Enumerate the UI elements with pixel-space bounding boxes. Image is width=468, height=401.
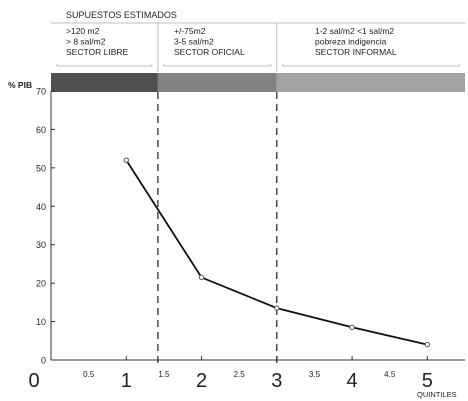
y-tick-label: 50 xyxy=(36,163,46,173)
x-tick-label-major: 3 xyxy=(271,370,282,392)
y-axis-label: % PIB xyxy=(8,80,32,90)
sector-label-line: pobreza indigencia xyxy=(315,37,387,47)
x-tick-label-major: 4 xyxy=(347,370,358,392)
header-title: SUPUESTOS ESTIMADOS xyxy=(66,10,177,20)
header-bracket-bottom xyxy=(282,64,460,67)
sector-band-segment xyxy=(276,73,465,92)
sector-label-line: > 8 sal/m2 xyxy=(66,37,106,47)
y-tick-label: 20 xyxy=(36,279,46,289)
header-layer: SUPUESTOS ESTIMADOS>120 m2> 8 sal/m2SECT… xyxy=(51,10,465,72)
series-layer xyxy=(123,157,431,348)
y-tick-label: 60 xyxy=(36,125,46,135)
header-bracket-bottom xyxy=(163,64,272,67)
y-tick-label: 40 xyxy=(36,202,46,212)
sector-band-segment xyxy=(51,73,158,92)
x-tick-label-minor: 3.5 xyxy=(309,370,321,379)
x-tick-label-minor: 0.5 xyxy=(83,370,95,379)
header-bracket-bottom xyxy=(56,64,153,67)
y-tick-label: 30 xyxy=(36,240,46,250)
y-tick-label: 70 xyxy=(36,87,46,97)
x-tick-label-minor: 2.5 xyxy=(234,370,246,379)
y-tick-label: 10 xyxy=(36,317,46,327)
data-point xyxy=(123,157,129,163)
x-tick-label-major: 2 xyxy=(196,370,207,392)
x-tick-label-major: 5 xyxy=(422,370,433,392)
sector-label-line: +/-75m2 xyxy=(174,26,206,36)
sector-label-line: 1-2 sal/m2 <1 sal/m2 xyxy=(315,26,394,36)
axes: % PIB 0 10 20 30 40 50 60 70 0 1 2 3 4 5 0.5 1.5 2.5 3.5 4.… xyxy=(8,80,465,399)
data-point xyxy=(424,341,431,348)
sector-label-line: 3-5 sal/m2 xyxy=(174,37,214,47)
data-point xyxy=(274,305,280,311)
data-point xyxy=(349,324,355,331)
sector-label-line: SECTOR INFORMAL xyxy=(315,47,397,57)
y-tick-label: 0 xyxy=(41,356,46,366)
sector-dividers xyxy=(157,92,278,363)
x-tick-label-minor: 1.5 xyxy=(158,370,170,379)
x-tick-label-minor: 4.5 xyxy=(384,370,396,379)
sector-label-line: SECTOR OFICIAL xyxy=(174,47,245,57)
sector-label-line: >120 m2 xyxy=(66,26,100,36)
x-tick-label-major: 1 xyxy=(121,370,132,392)
sector-band-segment xyxy=(157,73,277,92)
x-tick-label-major: 0 xyxy=(28,370,39,392)
data-point xyxy=(198,274,205,281)
x-axis-label: QUINTILES xyxy=(417,390,457,399)
sector-band xyxy=(51,73,465,92)
sector-label-line: SECTOR LIBRE xyxy=(66,47,129,57)
